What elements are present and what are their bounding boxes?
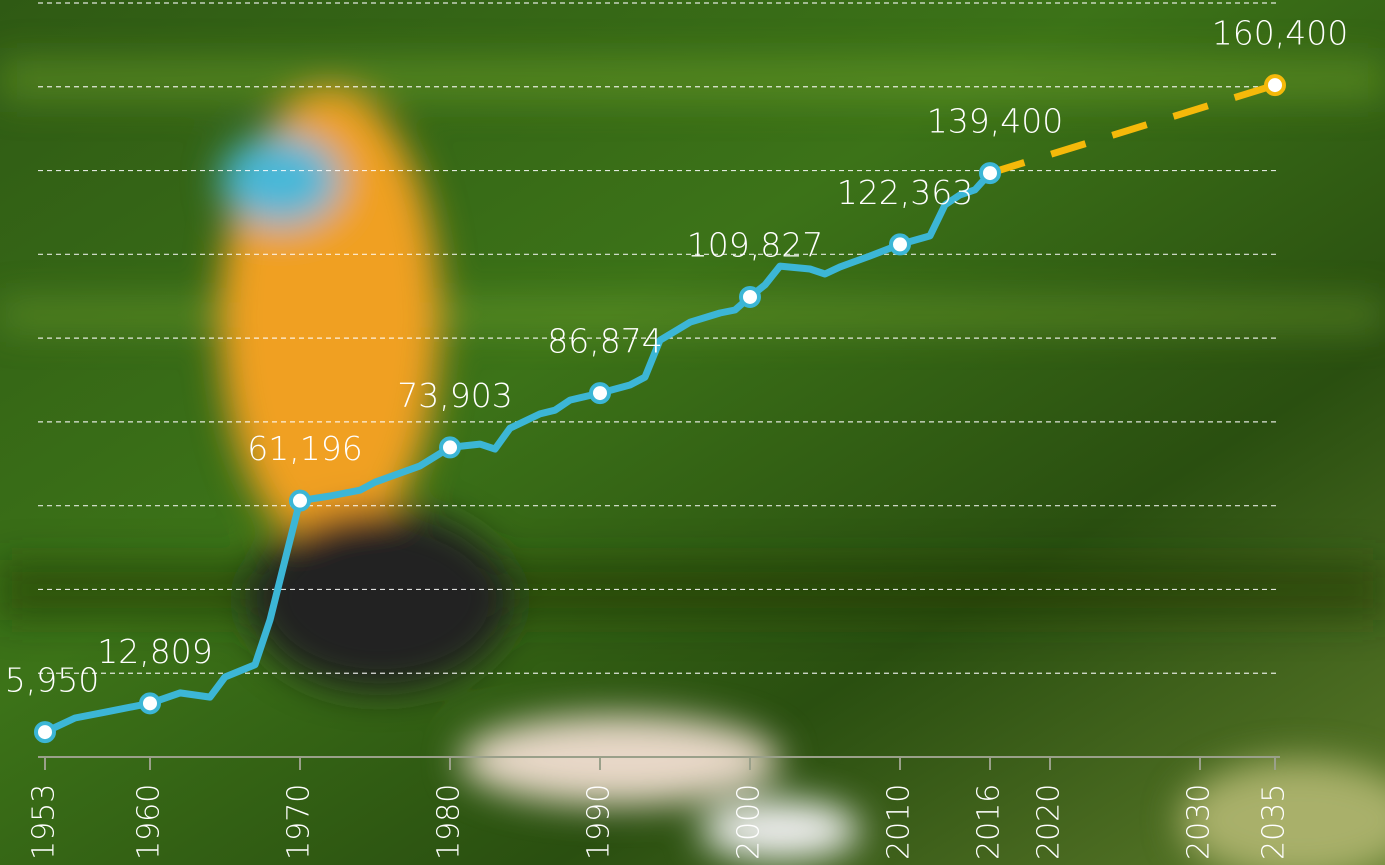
x-tick-label: 1960	[132, 784, 167, 860]
point-marker	[289, 489, 311, 512]
point-marker	[889, 233, 911, 256]
point-marker	[589, 382, 611, 405]
x-tick-label: 2035	[1257, 784, 1292, 860]
value-label: 5,950	[5, 661, 99, 700]
value-label: 73,903	[397, 376, 512, 415]
value-label: 61,196	[247, 429, 362, 468]
point-marker	[34, 721, 56, 744]
x-tick-label: 2010	[882, 784, 917, 860]
value-label: 109,827	[687, 225, 823, 264]
point-marker	[439, 436, 461, 459]
value-label: 122,363	[837, 173, 973, 212]
x-tick-label: 2016	[972, 784, 1007, 860]
point-marker	[1264, 74, 1286, 97]
value-label: 139,400	[927, 102, 1063, 141]
x-tick-label: 1990	[582, 784, 617, 860]
series-line	[41, 169, 994, 736]
value-label: 12,809	[97, 632, 212, 671]
x-tick-label: 2030	[1182, 784, 1217, 860]
value-label: 160,400	[1212, 14, 1348, 53]
grid: 1953 1960 1970 1980 1990 2000 2010 2016 2020 2030…	[27, 2, 1292, 860]
x-tick-label: 1953	[27, 784, 62, 860]
x-tick-label: 2020	[1032, 784, 1067, 860]
x-tick-label: 1970	[282, 784, 317, 860]
point-marker	[979, 162, 1001, 185]
x-tick-label: 2000	[732, 784, 767, 860]
point-marker	[139, 692, 161, 715]
value-label: 86,874	[547, 322, 662, 361]
series-line	[988, 81, 1277, 177]
x-tick-label: 1980	[432, 784, 467, 860]
point-marker	[739, 285, 761, 308]
